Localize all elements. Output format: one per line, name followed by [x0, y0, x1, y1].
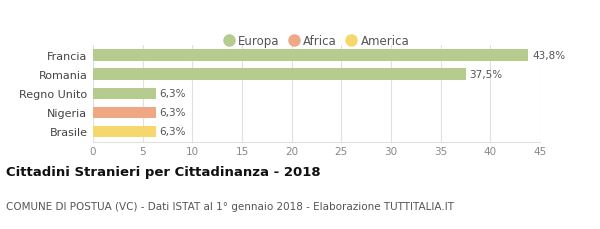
Bar — [93, 107, 155, 119]
Legend: Europa, Africa, America: Europa, Africa, America — [219, 30, 414, 53]
Bar — [93, 50, 528, 62]
Bar — [93, 88, 155, 100]
Text: 37,5%: 37,5% — [469, 70, 503, 80]
Text: Cittadini Stranieri per Cittadinanza - 2018: Cittadini Stranieri per Cittadinanza - 2… — [6, 165, 320, 178]
Bar — [93, 126, 155, 138]
Text: 6,3%: 6,3% — [160, 108, 186, 118]
Text: 6,3%: 6,3% — [160, 89, 186, 99]
Text: 43,8%: 43,8% — [532, 51, 565, 61]
Bar — [93, 69, 466, 81]
Text: 6,3%: 6,3% — [160, 127, 186, 137]
Text: COMUNE DI POSTUA (VC) - Dati ISTAT al 1° gennaio 2018 - Elaborazione TUTTITALIA.: COMUNE DI POSTUA (VC) - Dati ISTAT al 1°… — [6, 202, 454, 211]
